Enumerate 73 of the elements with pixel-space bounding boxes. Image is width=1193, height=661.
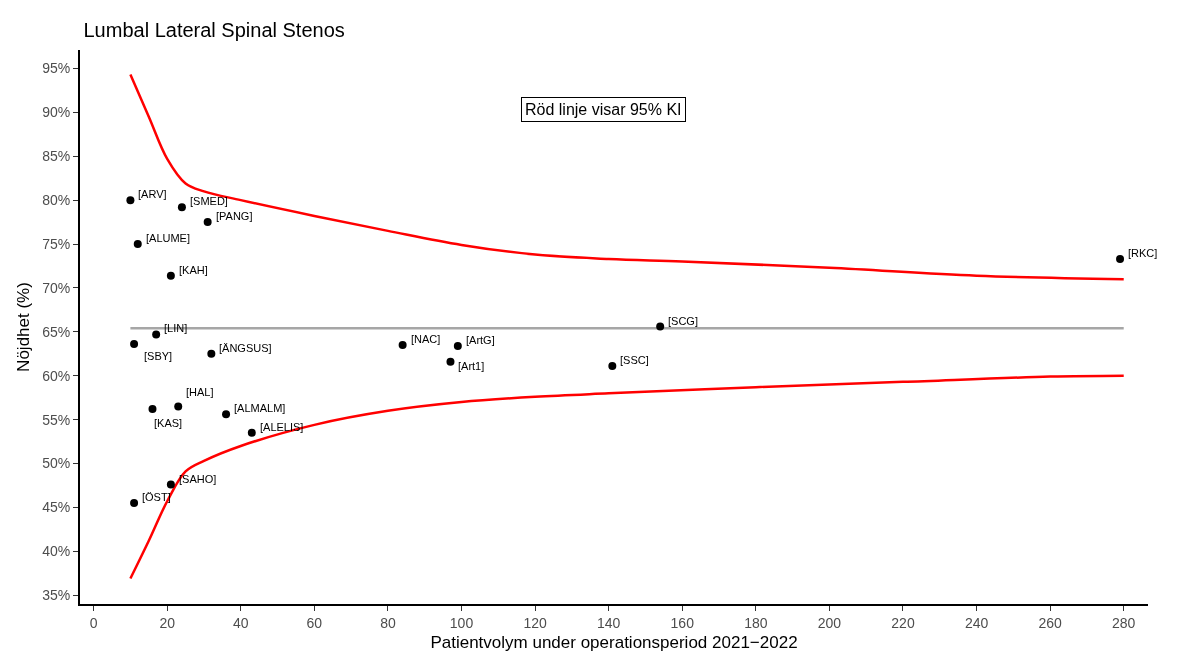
y-tick-label: 80% [42, 192, 71, 209]
annotation: [SCG] [668, 315, 698, 327]
y-tick-label: 90% [42, 104, 71, 121]
point [1116, 254, 1125, 263]
annotation: [PANG] [216, 210, 253, 222]
x-tick-label: 20 [159, 614, 176, 631]
point [148, 405, 157, 414]
annotation: [NAC] [411, 333, 441, 345]
annotation: [KAH] [179, 264, 208, 276]
annotation: [ALELIS] [260, 421, 304, 433]
annotation: [ÄNGSUS] [219, 342, 272, 354]
y-tick-label: 70% [42, 279, 71, 296]
annotation: [SAHO] [179, 473, 217, 485]
y-tick-label: 75% [42, 235, 71, 252]
point [222, 410, 231, 419]
annotation: [ARV] [138, 188, 167, 200]
point [177, 203, 186, 212]
x-tick-label: 180 [744, 614, 768, 631]
x-tick-label: 100 [449, 614, 474, 631]
point [130, 499, 139, 508]
point [133, 240, 142, 249]
annotation: [HAL] [186, 386, 214, 398]
x-tick-label: 120 [523, 614, 547, 631]
point [207, 349, 216, 358]
annotation: [KAS] [154, 417, 183, 429]
x-tick-label: 280 [1112, 614, 1136, 631]
point [203, 218, 212, 227]
annotation: [ALUME] [146, 232, 191, 244]
point [446, 357, 455, 366]
y-tick-label: 40% [42, 543, 71, 560]
y-tick-label: 85% [42, 148, 71, 165]
point [247, 428, 256, 437]
point [398, 341, 407, 349]
x-tick-label: 80 [380, 614, 396, 631]
point [608, 362, 617, 371]
point [126, 196, 135, 205]
annotation: [RKC] [1128, 247, 1158, 259]
annotation: [Art1] [458, 360, 485, 372]
annotation: [ArtG] [466, 334, 495, 346]
point [174, 402, 183, 411]
annotation: [SSC] [620, 354, 649, 366]
x-tick-label: 200 [817, 614, 842, 631]
y-axis-title: Nöjdhet (%) [14, 282, 34, 372]
point [453, 341, 462, 350]
x-tick-label: 0 [89, 614, 98, 631]
y-tick-label: 95% [42, 60, 71, 77]
point [152, 330, 161, 339]
y-tick-label: 60% [42, 367, 71, 384]
x-tick-label: 260 [1038, 614, 1063, 631]
x-tick-label: 140 [596, 614, 621, 631]
x-tick-label: 240 [964, 614, 989, 631]
annotation: [SMED] [190, 195, 228, 207]
point [166, 271, 175, 280]
y-tick-label: 55% [42, 411, 71, 428]
x-tick-label: 60 [306, 614, 323, 631]
line-series [129, 73, 1125, 281]
chart-title: Lumbal Lateral Spinal Stenos [83, 19, 345, 42]
x-tick-label: 40 [232, 614, 249, 631]
y-tick-label: 50% [42, 455, 71, 472]
point [166, 480, 175, 489]
annotation: [SBY] [144, 350, 173, 362]
annotation: Röd linje visar 95% KI [525, 101, 682, 118]
y-tick-label: 65% [42, 323, 71, 340]
y-tick-label: 35% [42, 587, 71, 604]
x-tick-label: 160 [670, 614, 695, 631]
x-tick-label: 220 [891, 614, 915, 631]
annotation: [ALMALM] [234, 402, 286, 414]
y-tick-label: 45% [42, 499, 71, 516]
point [656, 322, 665, 331]
line-series [129, 374, 1125, 580]
annotation: [LIN] [164, 322, 188, 334]
point [130, 340, 139, 349]
x-axis-title: Patientvolym under operationsperiod 2021−2022 [430, 632, 798, 652]
